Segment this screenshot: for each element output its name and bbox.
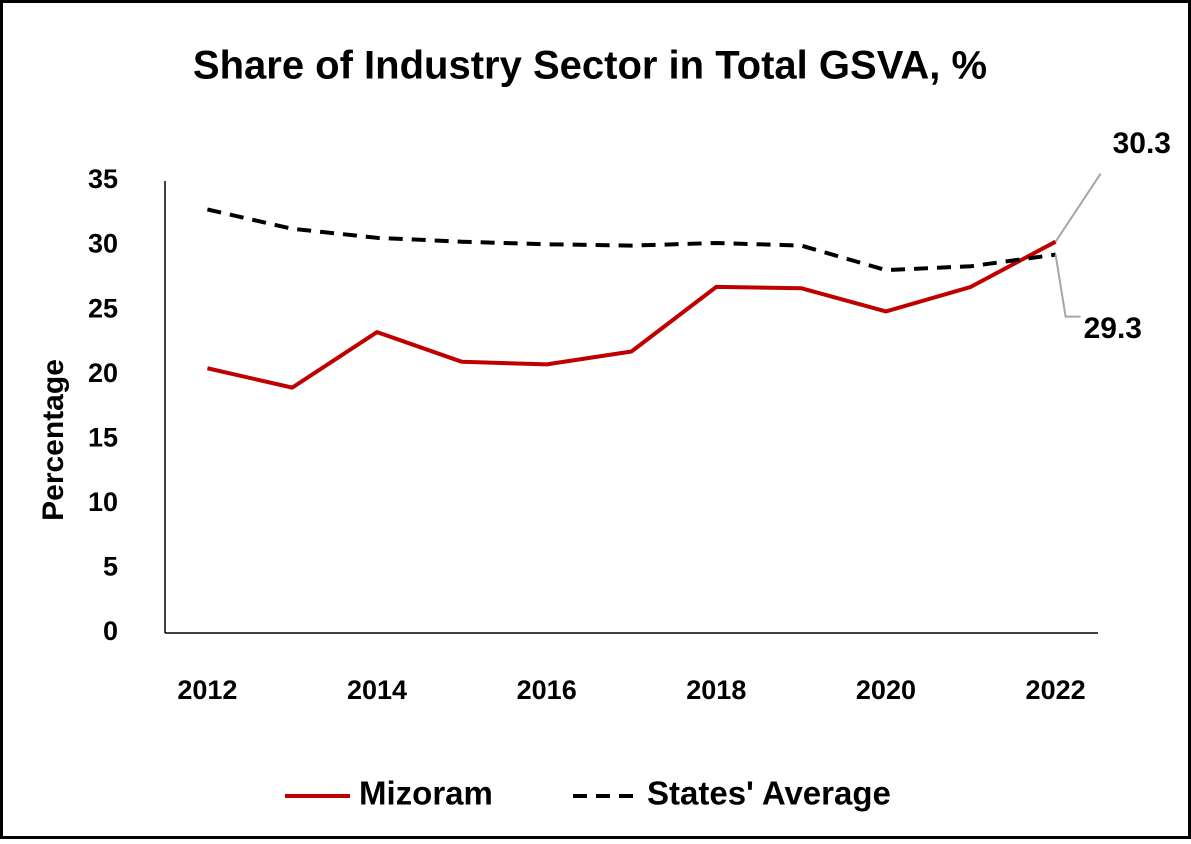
legend-label: States' Average	[647, 775, 891, 812]
legend-label: Mizoram	[359, 775, 493, 812]
x-tick-label: 2016	[517, 675, 577, 705]
x-tick-label: 2018	[686, 675, 746, 705]
y-tick-label: 0	[103, 616, 118, 646]
data-label: 30.3	[1113, 127, 1171, 160]
line-series	[206, 207, 1056, 273]
y-tick-label: 35	[88, 164, 118, 194]
y-tick-label: 5	[103, 552, 118, 582]
leader-line	[1054, 254, 1081, 318]
line-series	[206, 239, 1057, 390]
y-axis-label: Percentage	[37, 359, 70, 521]
leader-line	[1054, 173, 1102, 243]
x-tick-label: 2012	[177, 675, 237, 705]
y-tick-label: 10	[88, 487, 118, 517]
chart-title: Share of Industry Sector in Total GSVA, …	[193, 44, 987, 88]
y-tick-label: 15	[88, 422, 118, 452]
y-tick-label: 30	[88, 229, 118, 259]
y-tick-label: 25	[88, 293, 118, 323]
x-tick-label: 2020	[856, 675, 916, 705]
data-label: 29.3	[1084, 312, 1142, 345]
x-tick-label: 2014	[347, 675, 407, 705]
x-tick-label: 2022	[1026, 675, 1086, 705]
y-tick-label: 20	[88, 358, 118, 388]
